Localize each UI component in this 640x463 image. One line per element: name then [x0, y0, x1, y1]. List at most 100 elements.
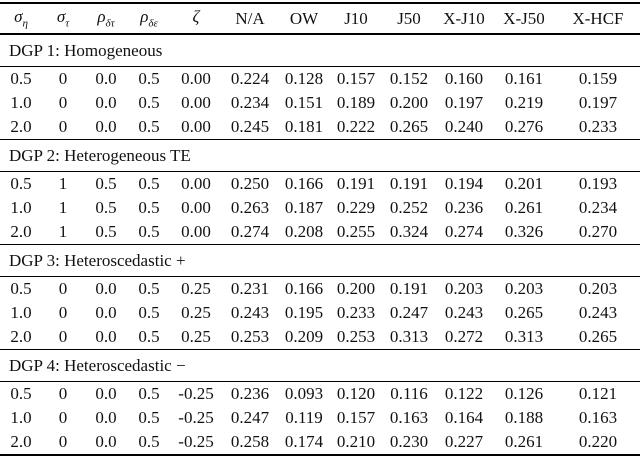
table-row: 0.5 0 0.0 0.5 -0.25 0.236 0.093 0.120 0.116 0.122…: [0, 382, 640, 407]
table-row: 0.5 1 0.5 0.5 0.00 0.250 0.166 0.191 0.191 0.194 0…: [0, 172, 640, 197]
col-header-x-hcf: X-HCF: [556, 2, 640, 35]
table-cell: 1: [58, 174, 68, 193]
table-cell: 0.324: [382, 220, 436, 245]
table-cell: 0: [58, 384, 68, 403]
table-cell: 0.233: [556, 115, 640, 140]
table-cell: 0.231: [230, 279, 270, 298]
header-symbol: ρ: [97, 7, 106, 27]
dgp-section-1: DGP 1: Homogeneous 0.5 0 0.0 0.5 0.00 0.224 0.1…: [0, 34, 640, 140]
table-row: 1.0 0 0.0 0.5 0.25 0.243 0.195 0.233 0.247 0.243 0…: [0, 301, 640, 325]
header-label: OW: [289, 8, 319, 28]
table-cell: 0.265: [556, 325, 640, 350]
table-cell: 0.197: [578, 93, 618, 112]
table-cell: 0.252: [389, 198, 429, 217]
table-cell: 0.200: [389, 93, 429, 112]
table-cell: 0.261: [504, 198, 544, 217]
table-cell: 0.160: [444, 69, 484, 88]
table-cell: 0.197: [444, 93, 484, 112]
table-cell: 0.5: [138, 408, 160, 427]
section-title: DGP 1: Homogeneous: [0, 34, 640, 67]
table-cell: 0.274: [222, 220, 278, 245]
table-cell: 0: [58, 279, 68, 298]
table-cell: 2.0: [0, 325, 42, 350]
table-row: 2.0 0 0.0 0.5 0.00 0.245 0.181 0.222 0.265 0.240 0…: [0, 115, 640, 140]
header-symbol: σ: [14, 7, 23, 27]
table-row: 1.0 1 0.5 0.5 0.00 0.263 0.187 0.229 0.252 0.236 0…: [0, 196, 640, 220]
table-cell: 0.128: [284, 69, 324, 88]
table-cell: 0.270: [556, 220, 640, 245]
table-cell: 0.5: [84, 220, 128, 245]
table-cell: 0.157: [336, 408, 376, 427]
table-cell: 0.313: [382, 325, 436, 350]
table-cell: 0.220: [556, 430, 640, 456]
section-title-row: DGP 3: Heteroscedastic +: [0, 244, 640, 277]
section-title: DGP 2: Heterogeneous TE: [0, 139, 640, 172]
col-header-j10: J10: [330, 2, 382, 35]
table-row: 1.0 0 0.0 0.5 -0.25 0.247 0.119 0.157 0.163 0.164…: [0, 406, 640, 430]
table-row: 2.0 0 0.0 0.5 0.25 0.253 0.209 0.253 0.313 0.272 0…: [0, 325, 640, 350]
table-cell: 0.5: [138, 384, 160, 403]
table-cell: 0.163: [389, 408, 429, 427]
table-row: 2.0 1 0.5 0.5 0.00 0.274 0.208 0.255 0.324 0.274 0…: [0, 220, 640, 245]
table-cell: 0.258: [222, 430, 278, 456]
table-cell: 0.00: [181, 69, 211, 88]
table-cell: 0.193: [578, 174, 618, 193]
header-label: N/A: [235, 8, 265, 28]
table-cell: 0.151: [284, 93, 324, 112]
col-header-ow: OW: [278, 2, 330, 35]
col-header-x-j10: X-J10: [436, 2, 492, 35]
table-cell: 0.0: [95, 93, 117, 112]
table-cell: 2.0: [0, 430, 42, 456]
table-cell: 0.194: [444, 174, 484, 193]
table-cell: 0.274: [436, 220, 492, 245]
col-header-sigma-eta: ση: [0, 2, 42, 35]
table-cell: 0.120: [336, 384, 376, 403]
table-cell: 0.188: [504, 408, 544, 427]
table-cell: 1.0: [10, 303, 32, 322]
table-cell: 0.0: [84, 115, 128, 140]
table-cell: 0.166: [284, 279, 324, 298]
table-cell: 0.261: [492, 430, 556, 456]
table-cell: 0.236: [230, 384, 270, 403]
table-cell: 0.326: [492, 220, 556, 245]
table-cell: 0.166: [284, 174, 324, 193]
table-cell: 0.313: [492, 325, 556, 350]
table-cell: 0.201: [504, 174, 544, 193]
header-symbol: ρ: [140, 7, 149, 27]
col-header-zeta: ζ: [170, 2, 222, 35]
section-title: DGP 3: Heteroscedastic +: [0, 244, 640, 277]
table-cell: 0.0: [95, 303, 117, 322]
header-label: J10: [344, 8, 368, 28]
table-cell: 0: [42, 325, 84, 350]
table-row: 0.5 0 0.0 0.5 0.00 0.224 0.128 0.157 0.152 0.160 0…: [0, 67, 640, 92]
header-subscript: η: [22, 17, 28, 30]
table-cell: -0.25: [170, 430, 222, 456]
table-cell: 0: [58, 408, 68, 427]
table-cell: 0.227: [436, 430, 492, 456]
table-cell: 0.265: [382, 115, 436, 140]
table-cell: 0.00: [181, 198, 211, 217]
table-cell: 0: [42, 115, 84, 140]
header-label: X-J10: [443, 8, 485, 28]
table-cell: 0.25: [170, 325, 222, 350]
header-label: X-J50: [503, 8, 545, 28]
table-cell: 0.0: [95, 69, 117, 88]
table-cell: 0.5: [128, 325, 170, 350]
table-cell: 0.5: [10, 384, 32, 403]
table-cell: 0.00: [170, 220, 222, 245]
table-cell: 0.189: [336, 93, 376, 112]
table-cell: 0.25: [181, 303, 211, 322]
table-cell: 0.181: [278, 115, 330, 140]
table-cell: 0.191: [389, 279, 429, 298]
table-cell: 0.25: [181, 279, 211, 298]
table-cell: 0.121: [578, 384, 618, 403]
table-cell: 1: [58, 198, 68, 217]
table-cell: 0.126: [504, 384, 544, 403]
table-cell: 0.122: [444, 384, 484, 403]
table-cell: 0.203: [578, 279, 618, 298]
table-cell: 0.200: [336, 279, 376, 298]
table-cell: 0.247: [389, 303, 429, 322]
table-cell: 0.0: [95, 384, 117, 403]
